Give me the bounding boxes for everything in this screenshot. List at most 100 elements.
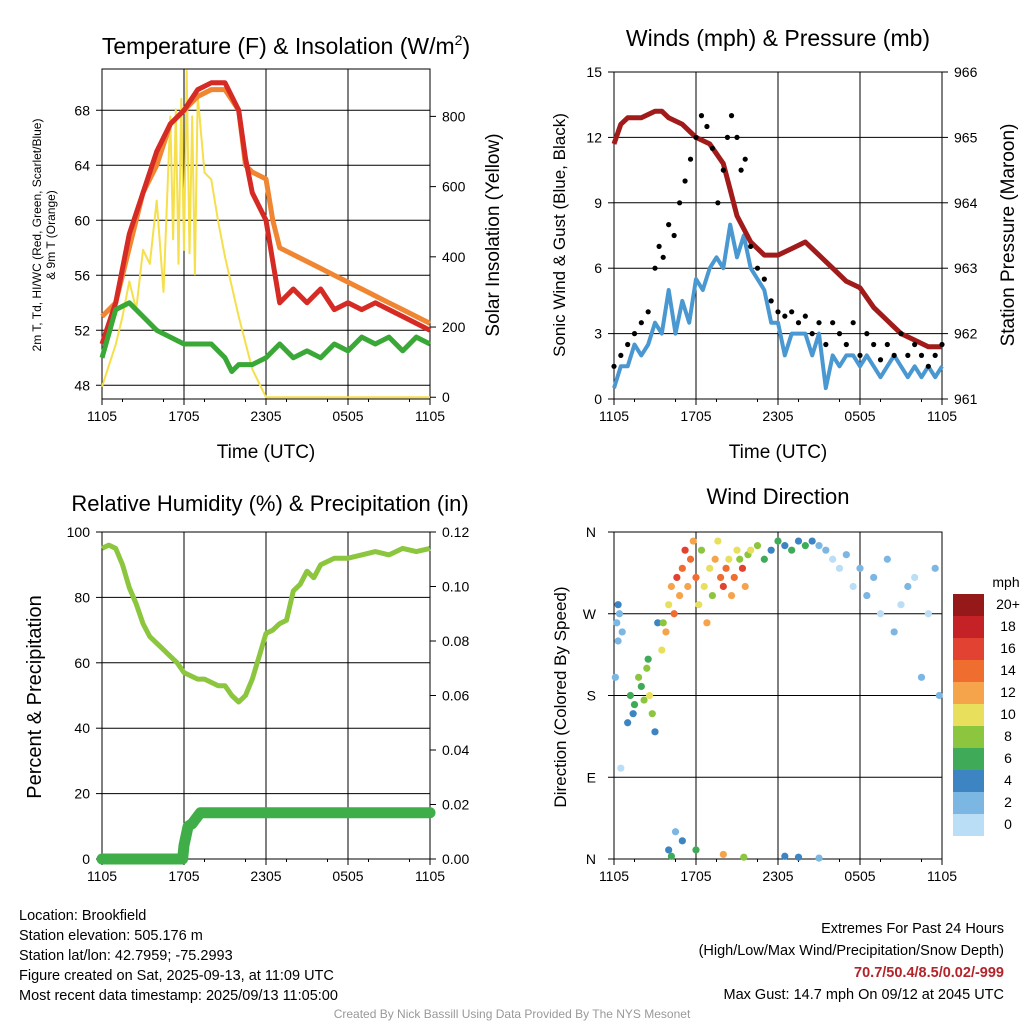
temp-xtick-label: 0505 [332,408,363,424]
rh-ytick-label: 40 [74,720,90,736]
dir-point [665,846,673,854]
dir-point [700,582,708,591]
wind-gust-point [795,320,802,326]
dir-point [692,846,700,854]
wind-gust-point [782,313,788,319]
wind-gust-point [698,113,705,119]
latlon-text: Station lat/lon: 42.7959; -75.2993 [19,948,233,964]
dir-point [788,546,796,554]
wind-gust-point [660,254,666,260]
wind-gust-point [830,320,836,326]
rh-title: Relative Humidity (%) & Precipitation (i… [71,491,468,516]
dir-point [697,546,706,554]
temp-series-dew [99,300,432,374]
dir-point [617,764,625,772]
rh-panel: 1105 1705 2305 0505 11050204060801000.000.02… [24,491,469,884]
wind-gust-point [912,341,918,348]
wind-gust-point [709,145,716,151]
temp-ytick-label: 60 [74,212,90,228]
dir-legend-label: 18 [1000,618,1016,634]
wind-gust-point [715,200,721,206]
dir-xtick-label: 1105 [927,868,957,884]
wind-xtick-label: 1105 [927,408,957,424]
temp-ytick-label: 52 [74,322,90,338]
wind-ytick-label: 3 [594,326,602,342]
elevation-text: Station elevation: 505.176 m [19,928,203,944]
dir-point [815,542,823,550]
dir-legend-swatch [953,792,984,814]
wind-gust-point [704,123,710,130]
dir-point [635,673,643,681]
dir-point [689,537,697,545]
wind-xtick-label: 1705 [680,408,711,424]
dir-point [876,610,885,618]
wind-gust-point [850,320,856,326]
dir-point [644,655,652,663]
wind-gust-point [836,331,843,337]
rh-y2tick-label: 0.06 [442,688,469,704]
extremes-title: Extremes For Past 24 Hours [821,921,1004,937]
wind-ytick-label: 9 [594,195,602,211]
temp-series-temp [99,80,432,345]
wind-gust-point [652,265,658,271]
wind-gust-point [631,331,638,337]
dir-legend-label: 10 [1000,706,1016,722]
temp-panel: 1105 1705 2305 0505 1105 48 52 56 60 64 68 0 200 400 6… [30,32,504,463]
dir-point [738,564,747,572]
temp-ytick-label: 56 [74,267,90,283]
dir-ytick-label: S [587,688,596,704]
temp-ylabel-line1: 2m T, Td, HI/WC (Red, Green, Scarlet/Blu… [30,119,44,352]
dir-point [781,852,789,860]
temp-xtick-label: 2305 [250,408,281,424]
dir-point [863,591,871,600]
dir-point [856,564,864,572]
location-text: Location: Brookfield [19,908,147,924]
dir-legend-label: 6 [1004,750,1012,766]
wind-gust-point [638,320,644,326]
dir-point [618,628,626,636]
rh-xtick-label: 1105 [415,868,445,884]
dir-point [711,555,719,563]
wind-gust-point [775,309,781,315]
dir-point [614,601,622,609]
dir-ylabel: Direction (Colored By Speed) [551,586,570,807]
recent-text: Most recent data timestamp: 2025/09/13 1… [19,988,338,1004]
wind-gust-point [645,309,651,315]
wind-y2tick-label: 965 [954,129,978,145]
created-text: Figure created on Sat, 2025-09-13, at 11… [19,968,334,984]
wind-gust-point [693,134,699,140]
dir-ytick-label: E [587,769,596,785]
temp-y2tick-label: 800 [442,108,466,124]
dir-point [890,628,898,636]
dir-legend-swatch [953,660,984,682]
wind-ytick-label: 0 [594,391,602,407]
wind-gust-point [918,352,925,358]
dir-point [849,582,857,591]
wind-gust-point [611,363,617,369]
temp-xtick-label: 1705 [168,408,199,424]
rh-xtick-label: 2305 [250,868,281,884]
dir-point [822,546,830,554]
temp-xtick-label: 1105 [415,408,445,424]
dir-point [727,591,736,600]
dir-point [815,854,823,862]
dir-legend-label: 4 [1004,772,1012,788]
wind-gust-point [843,341,849,348]
dir-legend-label: 16 [1000,640,1016,656]
wind-xtick-label: 1105 [599,408,629,424]
dir-point [614,637,622,645]
wind-gust-point [932,352,938,358]
wind-series-pressure [611,108,942,350]
dir-point [684,582,692,591]
wind-gust-point [809,331,815,337]
dir-legend-label: 14 [1000,662,1016,678]
temp-ytick-label: 64 [74,157,90,173]
rh-xtick-label: 0505 [332,868,363,884]
rh-series-rh [100,542,431,705]
rh-y2tick-label: 0.02 [442,797,469,813]
dir-point [629,710,637,718]
temp-y2label: Solar Insolation (Yellow) [483,133,504,336]
dir-point [695,601,703,609]
